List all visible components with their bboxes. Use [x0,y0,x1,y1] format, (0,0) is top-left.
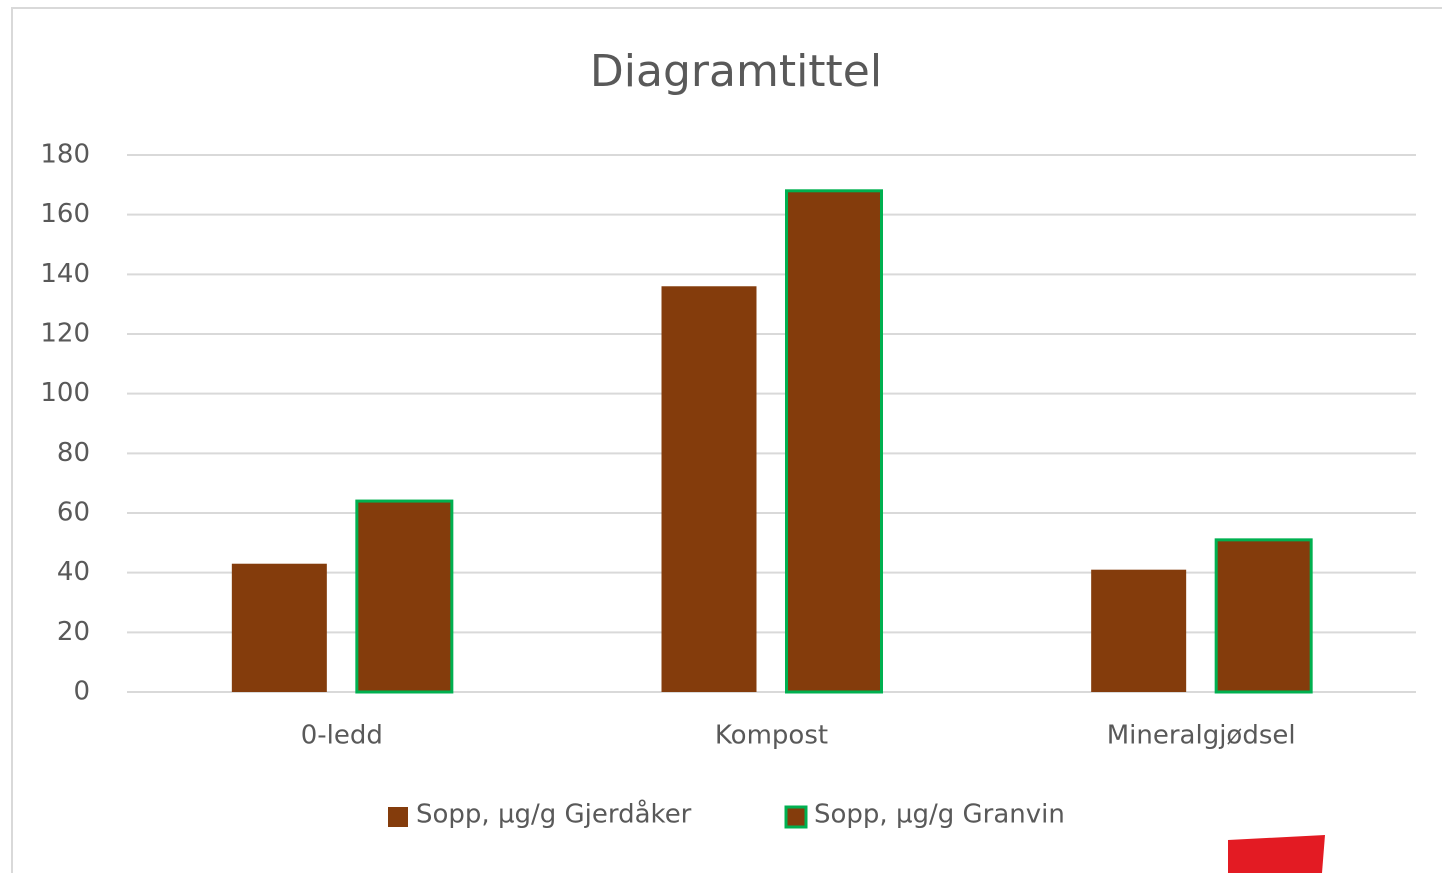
bar [231,563,327,692]
bar [1091,569,1187,692]
bar [785,189,883,694]
chart-title: Diagramtittel [590,46,882,97]
y-tick-label: 180 [40,140,90,170]
bar [661,286,757,692]
legend-swatch [388,807,408,827]
legend-label: Sopp, µg/g Gjerdåker [416,799,692,830]
x-tick-label: Kompost [715,721,828,751]
y-tick-label: 80 [57,438,90,468]
legend-label: Sopp, µg/g Granvin [814,800,1065,830]
y-tick-label: 140 [40,259,90,289]
y-tick-label: 20 [57,617,90,647]
bar [1214,538,1313,694]
legend-swatch [784,805,808,829]
y-tick-label: 100 [40,378,90,408]
x-tick-label: 0-ledd [301,721,383,751]
y-tick-label: 120 [40,319,90,349]
y-tick-label: 160 [40,199,90,229]
bar [355,499,454,694]
logo [1228,835,1325,873]
y-tick-label: 0 [73,677,90,707]
x-tick-label: Mineralgjødsel [1107,721,1296,751]
y-tick-label: 40 [57,557,90,587]
y-tick-label: 60 [57,498,90,528]
